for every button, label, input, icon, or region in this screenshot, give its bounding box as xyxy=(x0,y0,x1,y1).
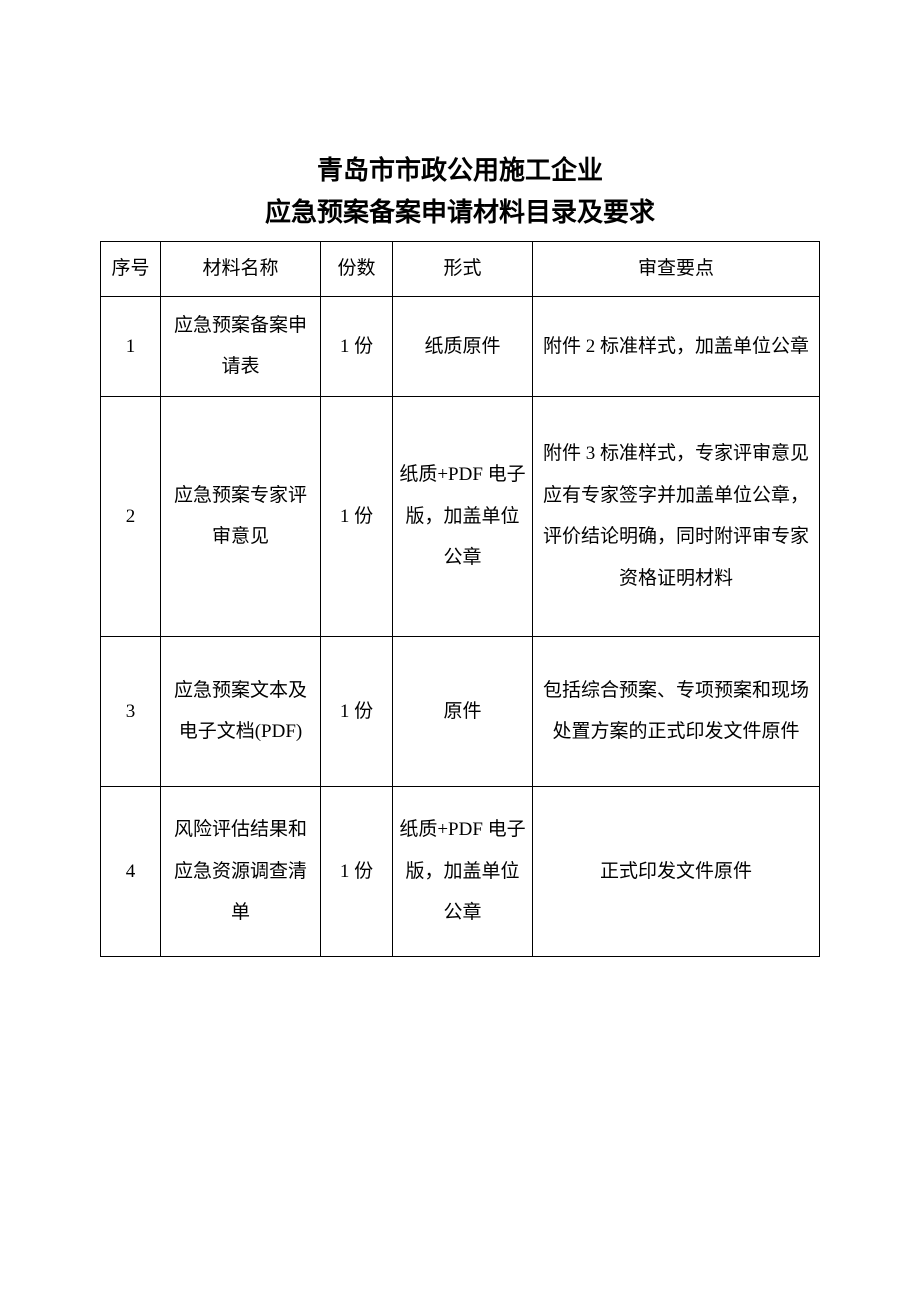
header-copies: 份数 xyxy=(321,242,393,297)
cell-seq: 4 xyxy=(101,786,161,956)
cell-review: 附件 2 标准样式，加盖单位公章 xyxy=(533,296,820,396)
cell-seq: 2 xyxy=(101,396,161,636)
table-row: 4 风险评估结果和应急资源调查清单 1 份 纸质+PDF 电子版，加盖单位公章 … xyxy=(101,786,820,956)
header-seq: 序号 xyxy=(101,242,161,297)
title-line-1: 青岛市市政公用施工企业 xyxy=(100,150,820,192)
cell-name: 应急预案文本及电子文档(PDF) xyxy=(161,636,321,786)
cell-review: 包括综合预案、专项预案和现场处置方案的正式印发文件原件 xyxy=(533,636,820,786)
cell-seq: 3 xyxy=(101,636,161,786)
cell-seq: 1 xyxy=(101,296,161,396)
document-title: 青岛市市政公用施工企业 应急预案备案申请材料目录及要求 xyxy=(100,150,820,233)
cell-copies: 1 份 xyxy=(321,296,393,396)
title-line-2: 应急预案备案申请材料目录及要求 xyxy=(100,192,820,234)
table-header-row: 序号 材料名称 份数 形式 审查要点 xyxy=(101,242,820,297)
table-row: 3 应急预案文本及电子文档(PDF) 1 份 原件 包括综合预案、专项预案和现场… xyxy=(101,636,820,786)
cell-format: 纸质+PDF 电子版，加盖单位公章 xyxy=(393,396,533,636)
header-format: 形式 xyxy=(393,242,533,297)
cell-name: 应急预案专家评审意见 xyxy=(161,396,321,636)
cell-copies: 1 份 xyxy=(321,786,393,956)
cell-copies: 1 份 xyxy=(321,396,393,636)
cell-format: 纸质原件 xyxy=(393,296,533,396)
cell-review: 正式印发文件原件 xyxy=(533,786,820,956)
cell-copies: 1 份 xyxy=(321,636,393,786)
header-name: 材料名称 xyxy=(161,242,321,297)
materials-table: 序号 材料名称 份数 形式 审查要点 1 应急预案备案申请表 1 份 纸质原件 … xyxy=(100,241,820,957)
cell-review: 附件 3 标准样式，专家评审意见应有专家签字并加盖单位公章，评价结论明确，同时附… xyxy=(533,396,820,636)
cell-name: 应急预案备案申请表 xyxy=(161,296,321,396)
table-row: 2 应急预案专家评审意见 1 份 纸质+PDF 电子版，加盖单位公章 附件 3 … xyxy=(101,396,820,636)
header-review: 审查要点 xyxy=(533,242,820,297)
cell-name: 风险评估结果和应急资源调查清单 xyxy=(161,786,321,956)
cell-format: 原件 xyxy=(393,636,533,786)
cell-format: 纸质+PDF 电子版，加盖单位公章 xyxy=(393,786,533,956)
table-row: 1 应急预案备案申请表 1 份 纸质原件 附件 2 标准样式，加盖单位公章 xyxy=(101,296,820,396)
